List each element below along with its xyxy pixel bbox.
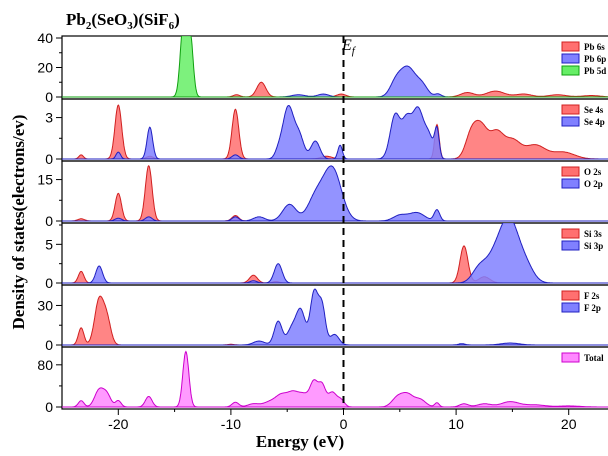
legend-swatch-si-3p: [561, 240, 580, 251]
y-tick-label: 80: [37, 357, 53, 373]
legend-panel-4: Si 3s Si 3p: [561, 228, 603, 251]
legend-label-f-2p: F 2p: [584, 303, 601, 313]
legend-label-total: Total: [584, 353, 604, 363]
legend-label-o-2p: O 2p: [584, 179, 603, 189]
legend-swatch-o-2s: [561, 166, 580, 177]
series-pb-6p: [62, 65, 608, 98]
legend-panel-2: Se 4s Se 4p: [561, 104, 605, 127]
chart-title: Pb2(SeO3)(SiF6): [66, 10, 180, 32]
panel-2: 0 3 Se 4s Se 4p: [45, 98, 608, 167]
legend-label-pb-6s: Pb 6s: [584, 42, 605, 52]
y-tick-label: 0: [45, 151, 53, 167]
legend-panel-6: Total: [561, 352, 604, 363]
x-tick-label: 0: [340, 416, 348, 432]
legend-label-si-3s: Si 3s: [584, 229, 602, 239]
legend-label-se-4s: Se 4s: [584, 105, 604, 115]
x-tick-label: -10: [221, 416, 241, 432]
legend-label-f-2s: F 2s: [584, 291, 600, 301]
series-pb-5d: [62, 36, 608, 98]
y-tick-label: 0: [45, 337, 53, 353]
y-tick-label: 40: [37, 30, 53, 46]
y-tick-label: 0: [45, 89, 53, 105]
legend-panel-5: F 2s F 2p: [561, 290, 601, 313]
x-tick-label: 10: [448, 416, 464, 432]
legend-swatch-f-2s: [561, 290, 580, 301]
series-si-3p: [62, 223, 608, 284]
series-total: [62, 350, 608, 408]
y-tick-label: 30: [37, 297, 53, 313]
series-f-2p: [62, 288, 608, 346]
panel-3: 0 15 O 2s O 2p: [37, 160, 608, 229]
legend-swatch-o-2p: [561, 178, 580, 189]
y-tick-label: 15: [37, 172, 53, 188]
y-axis-title: Density of states(electrons/ev): [9, 115, 28, 330]
legend-swatch-pb-6s: [561, 41, 580, 52]
panel-6: 0 80 Total: [37, 346, 608, 415]
legend-swatch-total: [561, 352, 580, 363]
x-tick-label: -20: [108, 416, 128, 432]
legend-label-se-4p: Se 4p: [584, 117, 605, 127]
y-tick-label: 3: [45, 110, 53, 126]
y-tick-label: 0: [45, 399, 53, 415]
x-axis-title: Energy (eV): [256, 432, 344, 451]
series-se-4p: [62, 104, 608, 160]
panel-frame: [61, 35, 608, 100]
series-pb-6s: [62, 81, 608, 98]
legend-label-o-2s: O 2s: [584, 167, 602, 177]
legend-label-pb-5d: Pb 5d: [584, 66, 606, 76]
y-tick-label: 0: [45, 275, 53, 291]
legend-label-si-3p: Si 3p: [584, 241, 603, 251]
fermi-level-label: Ef: [341, 37, 357, 57]
y-tick-label: 20: [37, 60, 53, 76]
legend-swatch-pb-5d: [561, 65, 580, 76]
legend-label-pb-6p: Pb 6p: [584, 54, 606, 64]
legend-swatch-se-4p: [561, 116, 580, 127]
legend-swatch-se-4s: [561, 104, 580, 115]
legend-swatch-pb-6p: [561, 53, 580, 64]
y-tick-label: 5: [45, 236, 53, 252]
x-axis: -20 -10 0 10 20: [108, 409, 577, 432]
x-tick-label: 20: [561, 416, 577, 432]
legend-swatch-f-2p: [561, 302, 580, 313]
y-tick-label: 0: [45, 213, 53, 229]
legend-panel-3: O 2s O 2p: [561, 166, 603, 189]
panel-1: 0 20 40 Pb 6s Pb 6p Pb 5d: [37, 30, 608, 105]
legend-swatch-si-3s: [561, 228, 580, 239]
legend-panel-1: Pb 6s Pb 6p Pb 5d: [561, 41, 606, 76]
panel-5: 0 30 F 2s F 2p: [37, 284, 608, 353]
panel-4: 0 5 Si 3s Si 3p: [45, 222, 608, 291]
panel-frame: [61, 346, 608, 410]
series-se-4s: [62, 104, 608, 160]
